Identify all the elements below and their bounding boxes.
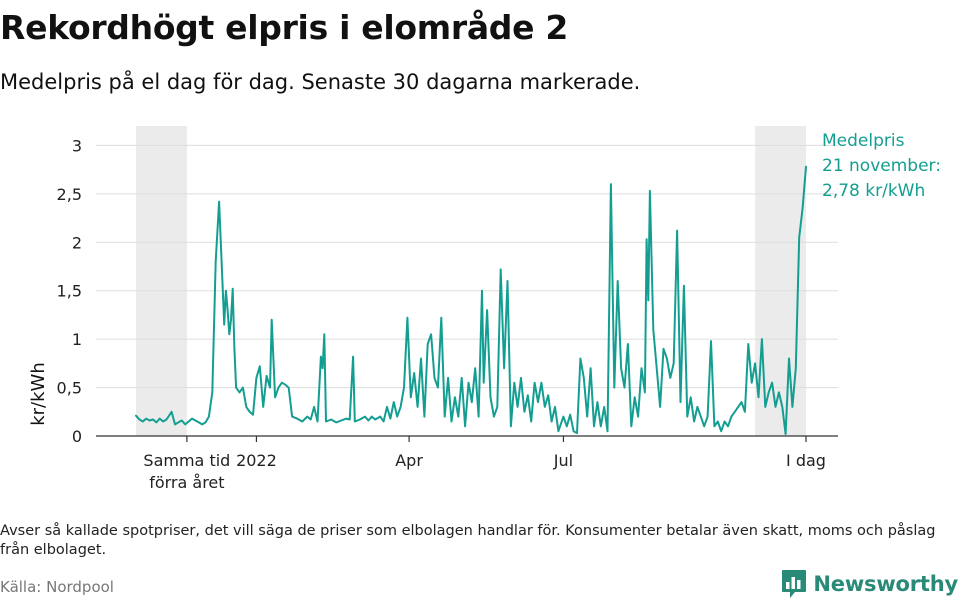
annotation-text: 2,78 kr/kWh — [822, 181, 925, 201]
line-chart: 0 0,5 1 1,5 2 2,5 3 Samma tid förra året 2022 Apr… — [28, 126, 941, 492]
annotation-text: Medelpris — [822, 131, 905, 151]
y-tick-label: 1 — [72, 330, 82, 349]
series-line — [135, 165, 807, 436]
footnote: Avser så kallade spotpriser, det vill sä… — [0, 523, 936, 558]
y-tick-label: 2,5 — [57, 185, 82, 204]
brand-logo: Newsworthy — [781, 569, 958, 599]
chart-title: Rekordhögt elpris i elområde 2 — [0, 8, 569, 47]
brand-name: Newsworthy — [813, 572, 958, 596]
x-tick-label: I dag — [786, 451, 826, 470]
newsworthy-bar-chart-icon — [782, 570, 807, 598]
x-tick-label: 2022 — [236, 451, 277, 470]
y-axis-label: kr/kWh — [28, 362, 49, 426]
y-tick-label: 3 — [72, 136, 82, 155]
y-tick-label: 0,5 — [57, 379, 82, 398]
y-tick-label: 2 — [72, 233, 82, 252]
annotation-text: 21 november: — [822, 156, 941, 176]
chart-subtitle: Medelpris på el dag för dag. Senaste 30 … — [0, 70, 641, 94]
x-tick-label: Apr — [395, 451, 423, 470]
highlight-band-0 — [136, 126, 187, 436]
source-text: Källa: Nordpool — [0, 578, 114, 596]
x-tick-label: förra året — [149, 473, 224, 492]
y-tick-label: 0 — [72, 427, 82, 446]
x-tick-label: Samma tid — [143, 451, 230, 470]
y-tick-label: 1,5 — [57, 282, 82, 301]
x-tick-label: Jul — [553, 451, 573, 470]
